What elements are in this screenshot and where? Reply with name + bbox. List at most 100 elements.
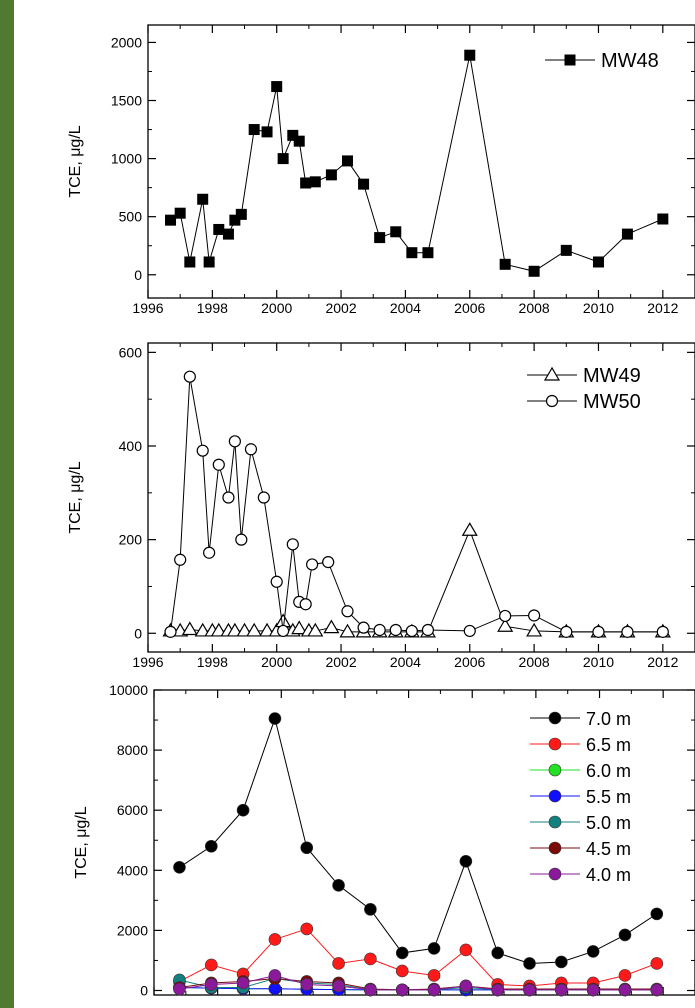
chart-panel-depths: 0 2000 4000 6000 8000 10000 TCE, μg/L 7.0 m 6.5 …: [73, 682, 695, 998]
x-tick-label: 2000: [261, 654, 292, 670]
data-point: [618, 928, 632, 942]
legend-entry: MW48: [545, 50, 659, 72]
data-point: [164, 625, 177, 638]
data-point: [618, 983, 632, 997]
data-point: [548, 763, 562, 777]
data-point: [528, 609, 541, 622]
data-point: [548, 815, 562, 829]
data-point: [341, 605, 354, 618]
x-tick-label: 2012: [647, 654, 678, 670]
data-point: [341, 155, 353, 167]
data-point: [339, 623, 356, 638]
y-tick-label: 1000: [111, 151, 142, 167]
y-tick-label: 1500: [111, 93, 142, 109]
data-point: [618, 969, 632, 982]
data-point: [332, 979, 345, 993]
data-point: [364, 903, 377, 916]
data-point: [222, 491, 235, 504]
data-point: [459, 943, 473, 957]
plot-frame: [153, 689, 695, 996]
data-point: [491, 983, 504, 997]
series-line: [179, 974, 657, 991]
legend-label: MW48: [601, 50, 659, 72]
data-point: [244, 443, 258, 456]
data-point: [277, 624, 290, 638]
data-point: [389, 623, 402, 637]
data-point: [545, 394, 559, 408]
data-point: [405, 624, 418, 638]
data-point: [210, 622, 227, 637]
y-tick-label: 500: [119, 209, 143, 225]
data-point: [395, 983, 409, 997]
data-point: [650, 983, 664, 997]
data-point: [491, 946, 504, 960]
legend-label: 6.0 m: [586, 761, 631, 781]
data-point: [174, 207, 186, 219]
data-point: [236, 622, 253, 637]
data-point: [427, 983, 441, 997]
x-tick-label: 2008: [519, 300, 550, 316]
x-tick-label: 2000: [261, 300, 292, 316]
data-point: [306, 558, 319, 571]
data-point: [548, 841, 562, 855]
data-point: [300, 922, 314, 936]
legend-entry: MW50: [527, 391, 641, 413]
data-point: [194, 622, 211, 637]
data-point: [586, 945, 600, 958]
data-point: [374, 232, 386, 244]
data-point: [271, 81, 283, 93]
y-axis-label: TCE, μg/L: [67, 125, 84, 197]
x-tick-label: 2004: [390, 654, 421, 670]
data-point: [181, 621, 198, 636]
data-point: [257, 491, 270, 504]
data-point: [422, 247, 434, 259]
data-point: [621, 625, 634, 638]
x-tick-label: 2008: [519, 654, 550, 670]
chart-panel-mw48: 1996 1998 2000 2002 2004 2006 2008 2010 2012 0 500…: [67, 24, 695, 316]
x-tick-label: 2002: [325, 300, 356, 316]
legend-label: 6.5 m: [586, 735, 631, 755]
legend-label: MW50: [583, 391, 641, 413]
data-point: [183, 370, 196, 383]
legend-entry: 7.0 m: [530, 709, 631, 729]
data-point: [173, 982, 186, 996]
x-tick-label: 2004: [390, 300, 421, 316]
legend-label: 5.5 m: [586, 787, 631, 807]
series-line: [179, 977, 657, 991]
y-tick-label: 6000: [117, 802, 148, 818]
data-point: [248, 124, 260, 136]
data-point: [555, 983, 568, 997]
data-point: [395, 964, 409, 978]
data-point: [373, 623, 386, 637]
series-4-0-m: [173, 969, 664, 997]
data-point: [461, 522, 478, 536]
data-point: [309, 176, 321, 188]
data-point: [650, 957, 664, 970]
y-tick-label: 200: [119, 532, 143, 548]
data-point: [173, 860, 186, 874]
data-point: [268, 969, 282, 982]
legend-label: 4.5 m: [586, 839, 631, 859]
data-point: [270, 575, 283, 588]
data-point: [203, 256, 215, 268]
data-point: [427, 942, 441, 955]
y-tick-label: 600: [119, 344, 143, 360]
data-point: [275, 613, 292, 628]
x-tick-label: 2012: [647, 300, 678, 316]
data-point: [165, 214, 177, 226]
data-point: [222, 228, 234, 240]
data-point: [184, 256, 196, 268]
data-point: [196, 444, 209, 457]
data-point: [560, 625, 573, 638]
data-point: [204, 978, 218, 991]
x-tick-label: 2010: [583, 300, 614, 316]
y-tick-label: 400: [119, 438, 143, 454]
y-tick-label: 4000: [117, 862, 148, 878]
legend-label: MW49: [583, 365, 641, 387]
data-point: [261, 126, 273, 138]
series-line: [179, 928, 657, 987]
series-mw48: [165, 49, 669, 277]
data-point: [528, 265, 540, 277]
data-point: [499, 609, 512, 623]
